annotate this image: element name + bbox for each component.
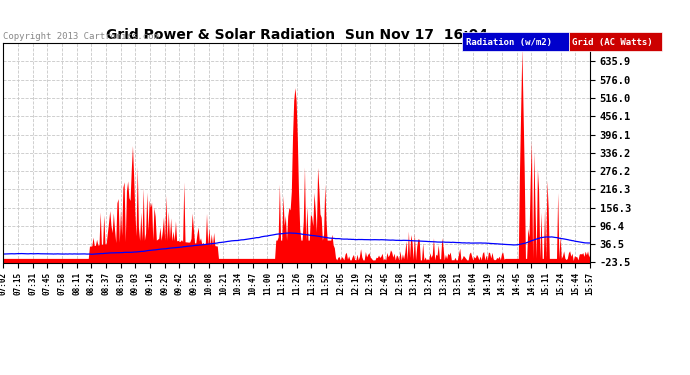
Title: Grid Power & Solar Radiation  Sun Nov 17  16:04: Grid Power & Solar Radiation Sun Nov 17 … bbox=[106, 28, 488, 42]
Text: Copyright 2013 Cartronics.com: Copyright 2013 Cartronics.com bbox=[3, 32, 159, 41]
Text: Radiation (w/m2): Radiation (w/m2) bbox=[466, 38, 552, 46]
Text: Grid (AC Watts): Grid (AC Watts) bbox=[572, 38, 653, 46]
